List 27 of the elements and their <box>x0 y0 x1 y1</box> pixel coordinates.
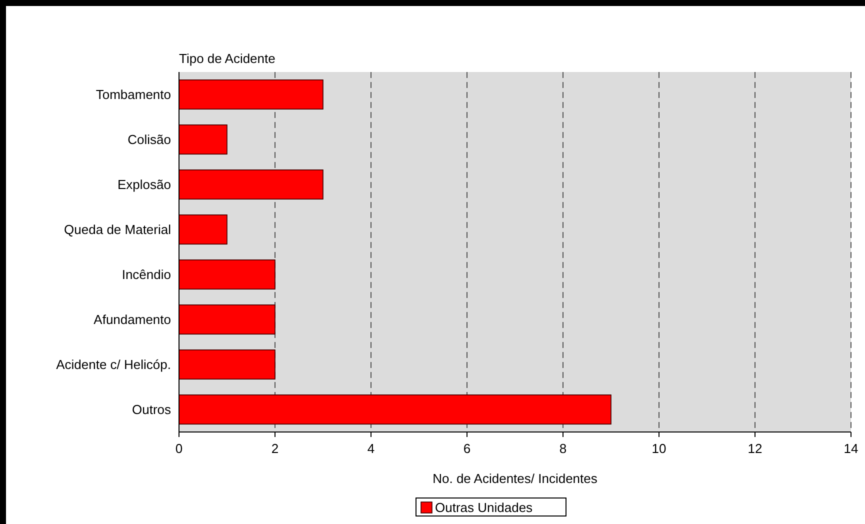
y-tick-label: Colisão <box>128 132 171 148</box>
x-axis-title: No. de Acidentes/ Incidentes <box>432 471 598 486</box>
y-tick-label: Afundamento <box>94 312 171 328</box>
x-tick-label: 12 <box>748 441 762 456</box>
x-tick-label: 8 <box>559 441 567 456</box>
x-tick-label: 2 <box>271 441 279 456</box>
bar <box>178 79 324 110</box>
legend-label: Outras Unidades <box>435 500 534 515</box>
bar <box>178 124 228 155</box>
bar <box>178 214 228 245</box>
bar <box>178 259 276 290</box>
y-tick-label: Tombamento <box>96 87 171 102</box>
bar <box>178 304 276 335</box>
x-tick-label: 4 <box>367 441 375 456</box>
y-tick-label: Acidente c/ Helicóp. <box>56 357 171 372</box>
x-tick-label: 10 <box>652 441 666 456</box>
x-tick-label: 6 <box>463 441 471 456</box>
bar <box>178 169 324 200</box>
y-tick-label: Explosão <box>118 177 171 192</box>
y-axis-title: Tipo de Acidente <box>179 51 276 66</box>
x-tick-label: 0 <box>175 441 183 456</box>
x-tick-label: 14 <box>844 441 858 456</box>
bar <box>178 394 612 425</box>
y-tick-label: Queda de Material <box>64 222 172 238</box>
y-tick-label: Outros <box>132 402 172 418</box>
y-tick-label: Incêndio <box>122 267 171 282</box>
bar <box>178 349 276 380</box>
